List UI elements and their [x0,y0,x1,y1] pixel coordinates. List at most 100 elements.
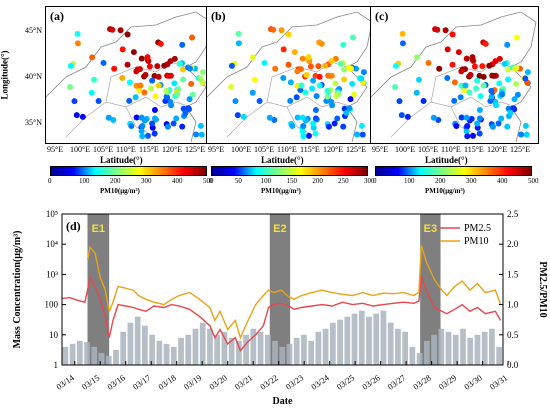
station-marker [413,89,420,96]
station-marker [291,49,298,56]
station-marker [141,89,148,96]
colorbar-tick: 300 [141,177,152,185]
ratio-bar [423,340,430,365]
station-marker [451,97,458,104]
map-xlabel: Latitude(°) [425,155,468,165]
colorbar-tick: 100 [79,177,90,185]
map-lon-tick: 125°E [510,145,531,154]
station-marker [193,131,200,138]
station-marker [523,131,530,138]
station-marker [476,106,483,113]
station-marker [455,49,462,56]
station-marker [343,109,350,116]
station-marker [467,71,474,78]
map-lon-tick: 95°E [47,145,64,154]
y-tick-label: 10 [49,330,59,340]
station-marker [324,93,331,100]
ratio-bar [84,342,90,365]
station-marker [490,72,497,79]
map-lon-tick: 125°E [185,145,206,154]
map-lon-tick: 95°E [208,145,225,154]
station-marker [458,114,465,121]
station-marker [501,60,508,67]
station-marker [332,80,339,87]
station-marker [179,41,186,48]
ratio-bar [69,343,76,365]
station-marker [309,85,316,92]
station-marker [91,76,98,83]
station-marker [350,91,357,98]
station-marker [524,69,531,76]
ratio-bar [481,331,488,365]
ratio-bar [387,322,394,365]
station-marker [252,76,259,83]
station-marker [235,30,242,37]
station-marker [197,75,204,82]
station-marker [420,97,427,104]
colorbar-tick: 300 [466,177,477,185]
ratio-bar [163,343,170,365]
station-marker [199,69,206,76]
colorbar-tick: 500 [528,177,539,185]
coastline [371,11,537,143]
ratio-bar [250,328,257,365]
event-label: E2 [273,223,286,235]
station-marker [110,117,117,124]
station-marker [522,75,529,82]
event-band [420,214,441,365]
station-marker [358,75,365,82]
station-marker [414,54,421,61]
station-marker [463,114,470,121]
ratio-bar [105,355,112,365]
station-marker [444,74,451,81]
station-marker [299,114,306,121]
colorbar-tick: 100 [260,177,272,185]
station-marker [512,65,519,72]
station-marker [442,27,449,34]
ratio-bar [308,340,315,365]
station-marker [89,54,96,61]
map-lon-tick: 105°E [254,145,275,154]
station-marker [499,91,506,98]
ratio-bar [199,322,206,365]
station-marker [469,132,476,139]
ratio-bar [185,334,192,365]
station-marker [136,86,143,93]
station-marker [514,91,521,98]
station-marker [126,79,133,86]
ratio-bar [409,346,416,365]
x-tick-label: 03/20 [207,372,229,391]
map-lon-tick: 100°E [70,145,91,154]
station-marker [228,84,235,91]
ratio-bar [431,334,437,365]
ratio-bar [236,340,242,365]
station-marker [71,98,78,105]
y2-axis-label: PM2.5/PM10 [537,261,548,317]
event-band [269,214,291,365]
colorbar-tick: 100 [404,177,415,185]
colorbar-title: PM10(μg/m³) [425,187,465,195]
map-lon-tick: 110°E [277,145,297,154]
station-marker [74,30,81,37]
station-marker [303,71,310,78]
station-marker [453,123,460,130]
x-tick-label: 03/14 [54,372,76,392]
station-marker [464,133,471,140]
station-marker [514,34,521,41]
station-marker [100,59,107,66]
station-marker [507,109,514,116]
station-marker [266,114,273,121]
station-marker [466,89,473,96]
station-marker [240,113,247,120]
station-marker [287,79,294,86]
ratio-bar [322,328,329,365]
station-marker [425,59,432,66]
station-marker [163,93,170,100]
map-panel: (a) [45,6,214,144]
station-marker [249,89,256,96]
station-marker [272,65,279,72]
ratio-bar [170,346,177,365]
station-marker [435,117,442,124]
station-marker [297,86,304,93]
